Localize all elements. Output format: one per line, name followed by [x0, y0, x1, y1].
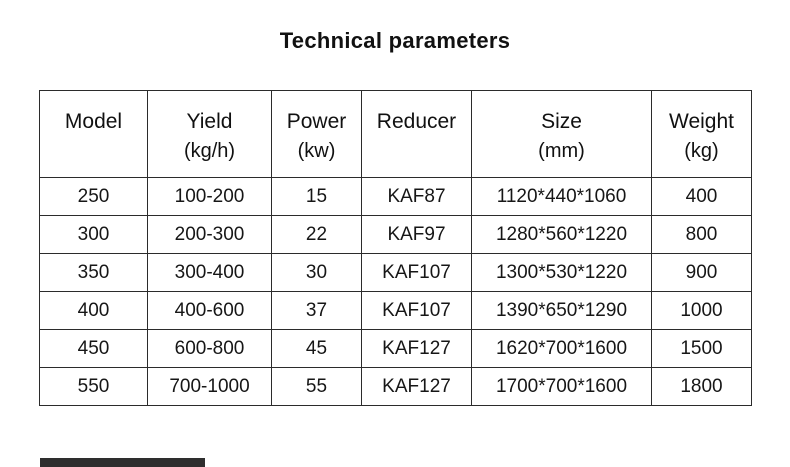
cell-yield: 700-1000 — [147, 367, 272, 406]
cell-yield: 100-200 — [147, 177, 272, 216]
column-unit: (kg) — [684, 140, 719, 162]
header-cell-size: Size (mm) — [471, 90, 652, 178]
page-title: Technical parameters — [279, 28, 511, 53]
cell-model: 550 — [39, 367, 148, 406]
cell-size: 1700*700*1600 — [471, 367, 652, 406]
table-row: 250 100-200 15 KAF87 1120*440*1060 400 — [39, 177, 752, 216]
cell-reducer: KAF107 — [361, 291, 472, 330]
header-cell-weight: Weight (kg) — [651, 90, 752, 178]
header-cell-reducer: Reducer — [361, 90, 472, 178]
column-label: Model — [64, 110, 123, 133]
cell-power: 45 — [271, 329, 362, 368]
cell-reducer: KAF87 — [361, 177, 472, 216]
header-row: Model Yield (kg/h) Power (kw) Reducer Si… — [39, 90, 752, 178]
cell-power: 30 — [271, 253, 362, 292]
cell-weight: 900 — [651, 253, 752, 292]
cell-size: 1300*530*1220 — [471, 253, 652, 292]
table-header: Model Yield (kg/h) Power (kw) Reducer Si… — [39, 90, 752, 178]
cell-model: 250 — [39, 177, 148, 216]
cell-yield: 600-800 — [147, 329, 272, 368]
cell-reducer: KAF107 — [361, 253, 472, 292]
table-row: 350 300-400 30 KAF107 1300*530*1220 900 — [39, 253, 752, 292]
cell-size: 1390*650*1290 — [471, 291, 652, 330]
cell-model: 400 — [39, 291, 148, 330]
cell-yield: 200-300 — [147, 215, 272, 254]
cell-weight: 1000 — [651, 291, 752, 330]
table-body: 250 100-200 15 KAF87 1120*440*1060 400 3… — [39, 177, 752, 406]
cell-reducer: KAF127 — [361, 329, 472, 368]
cell-weight: 400 — [651, 177, 752, 216]
cell-weight: 800 — [651, 215, 752, 254]
cell-yield: 300-400 — [147, 253, 272, 292]
cell-size: 1620*700*1600 — [471, 329, 652, 368]
cropped-bottom-strip — [40, 458, 205, 467]
table-row: 550 700-1000 55 KAF127 1700*700*1600 180… — [39, 367, 752, 406]
cell-model: 300 — [39, 215, 148, 254]
cell-power: 15 — [271, 177, 362, 216]
technical-parameters-table: Model Yield (kg/h) Power (kw) Reducer Si… — [39, 90, 752, 406]
header-cell-yield: Yield (kg/h) — [147, 90, 272, 178]
cell-reducer: KAF127 — [361, 367, 472, 406]
cell-model: 350 — [39, 253, 148, 292]
column-label: Weight — [669, 110, 734, 133]
cell-reducer: KAF97 — [361, 215, 472, 254]
cell-power: 22 — [271, 215, 362, 254]
cell-weight: 1500 — [651, 329, 752, 368]
cell-size: 1280*560*1220 — [471, 215, 652, 254]
table-row: 300 200-300 22 KAF97 1280*560*1220 800 — [39, 215, 752, 254]
column-label: Reducer — [376, 110, 457, 133]
table-row: 400 400-600 37 KAF107 1390*650*1290 1000 — [39, 291, 752, 330]
cell-power: 37 — [271, 291, 362, 330]
column-unit: (kg/h) — [183, 140, 236, 162]
cell-power: 55 — [271, 367, 362, 406]
column-unit: (kw) — [297, 140, 336, 162]
column-unit — [362, 137, 471, 165]
header-cell-model: Model — [39, 90, 148, 178]
column-unit — [40, 137, 147, 165]
cell-size: 1120*440*1060 — [471, 177, 652, 216]
cell-yield: 400-600 — [147, 291, 272, 330]
column-label: Size — [541, 110, 582, 133]
cell-weight: 1800 — [651, 367, 752, 406]
cell-model: 450 — [39, 329, 148, 368]
column-label: Yield — [186, 110, 233, 133]
table-row: 450 600-800 45 KAF127 1620*700*1600 1500 — [39, 329, 752, 368]
header-cell-power: Power (kw) — [271, 90, 362, 178]
column-unit: (mm) — [538, 140, 585, 162]
column-label: Power — [286, 110, 347, 133]
